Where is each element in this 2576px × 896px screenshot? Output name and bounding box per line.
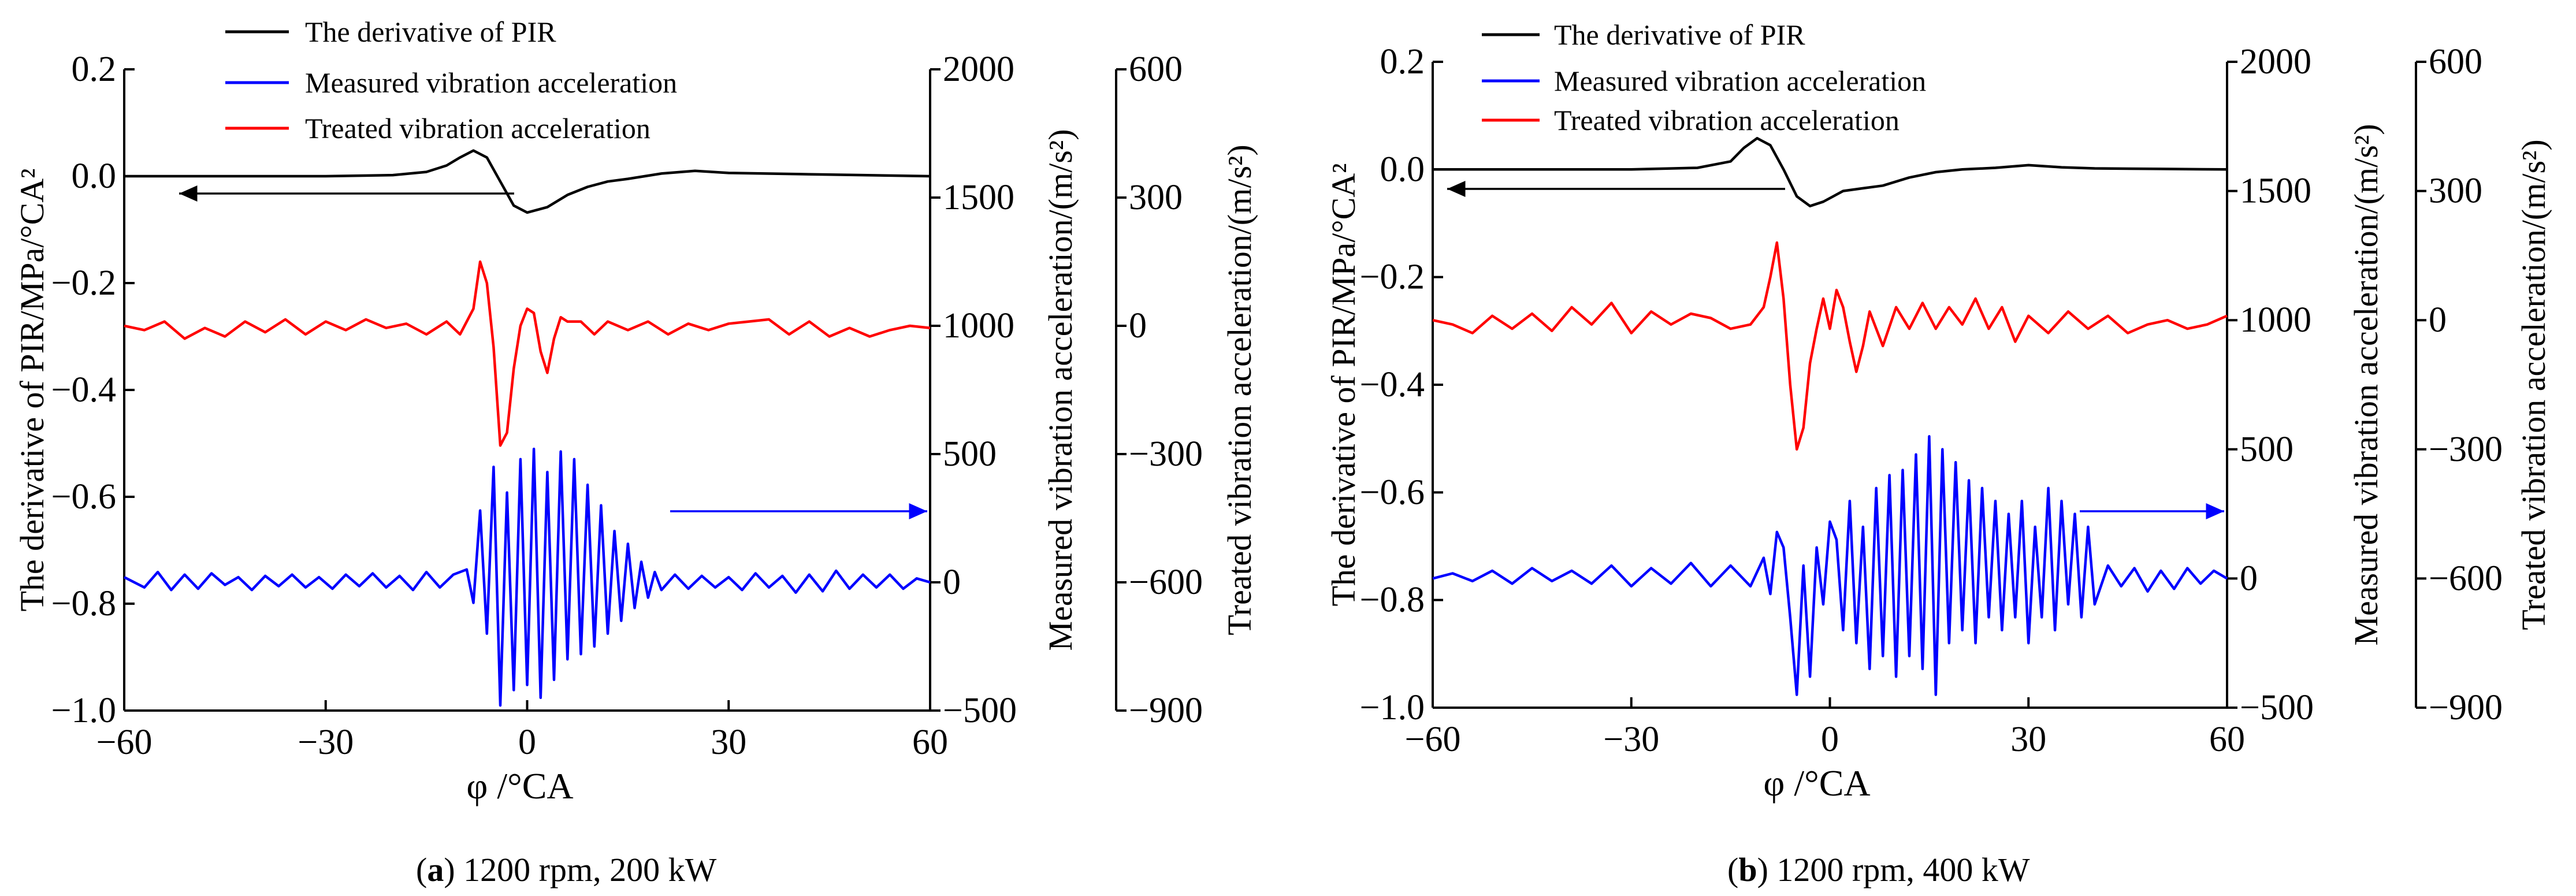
panel-caption: (a) 1200 rpm, 200 kW	[416, 851, 717, 888]
right2-axis-title: Treated vibration acceleration/(m/s²)	[2515, 139, 2552, 630]
right1-tick-label: 0	[943, 563, 961, 602]
left-tick-label: −0.2	[1360, 258, 1425, 297]
x-tick-label: 60	[2209, 720, 2245, 759]
left-tick-label: −0.8	[1360, 581, 1425, 620]
caption-text-rest: 1200 rpm, 200 kW	[455, 851, 717, 888]
right1-axis-title: Measured vibration acceleration/(m/s²)	[1042, 129, 1079, 650]
caption-paren-close: )	[1757, 851, 1768, 888]
right1-tick-label: 1000	[943, 306, 1014, 345]
left-tick-label: −0.4	[1360, 365, 1425, 404]
left-tick-label: −0.6	[51, 477, 116, 516]
legend-label: The derivative of PIR	[1554, 18, 1805, 51]
caption-paren-close: )	[444, 851, 455, 888]
x-tick-label: 0	[1821, 720, 1839, 759]
right1-tick-label: 0	[2240, 559, 2258, 598]
left-tick-label: −0.2	[51, 263, 116, 303]
caption-panel-letter: a	[427, 851, 444, 888]
x-tick-label: 30	[2010, 720, 2046, 759]
right1-tick-label: −500	[2240, 688, 2314, 727]
right2-tick-label: 600	[1129, 50, 1183, 89]
panel-caption: (b) 1200 rpm, 400 kW	[1727, 851, 2030, 888]
right1-tick-label: −500	[943, 691, 1017, 730]
left-tick-label: −0.4	[51, 370, 116, 410]
x-axis-title: φ /°CA	[466, 765, 573, 806]
left-tick-label: 0.0	[1380, 150, 1425, 189]
legend-label: Treated vibration acceleration	[1554, 104, 1900, 136]
right1-tick-label: 500	[943, 434, 997, 474]
right2-tick-label: 600	[2429, 42, 2482, 81]
right1-tick-label: 2000	[2240, 42, 2311, 81]
series-line-left	[1433, 137, 2228, 207]
right2-tick-label: −300	[2429, 430, 2503, 469]
x-tick-label: 0	[518, 723, 536, 762]
left-tick-label: 0.2	[1380, 42, 1425, 81]
x-tick-label: −60	[1405, 720, 1461, 759]
series-line-right1	[1432, 435, 2228, 696]
left-tick-label: −1.0	[1360, 688, 1425, 727]
left-tick-label: 0.0	[72, 157, 117, 196]
left-tick-label: −0.8	[51, 584, 116, 623]
right1-tick-label: 1500	[2240, 172, 2311, 211]
x-tick-label: −60	[96, 723, 153, 762]
left-tick-label: 0.2	[72, 50, 117, 89]
legend-label: Measured vibration acceleration	[1554, 65, 1926, 97]
legend-label: Measured vibration acceleration	[305, 66, 677, 99]
right2-tick-label: −300	[1129, 434, 1203, 474]
caption-paren-open: (	[416, 851, 427, 888]
right2-tick-label: −900	[2429, 688, 2503, 727]
caption-text-rest: 1200 rpm, 400 kW	[1768, 851, 2030, 888]
series-line-right1	[123, 447, 931, 707]
right2-tick-label: 0	[2429, 300, 2447, 340]
series-line-right2	[1432, 241, 2228, 451]
right1-tick-label: 2000	[943, 50, 1014, 89]
left-tick-label: −1.0	[51, 691, 116, 730]
x-tick-label: 30	[711, 723, 746, 762]
x-tick-label: −30	[1603, 720, 1659, 759]
x-tick-label: −30	[298, 723, 354, 762]
left-tick-label: −0.6	[1360, 473, 1425, 512]
right2-tick-label: −600	[2429, 559, 2503, 598]
right1-axis-title: Measured vibration acceleration/(m/s²)	[2347, 124, 2385, 645]
right2-tick-label: 300	[2429, 172, 2482, 211]
legend-label: Treated vibration acceleration	[305, 112, 650, 144]
right1-tick-label: 1500	[943, 178, 1014, 217]
panel-a: −60 −30 0 30 60−1.0−0.8−0.6−0.4−0.20.00.2−50…	[13, 16, 1258, 888]
right2-tick-label: 300	[1129, 178, 1183, 217]
right2-axis-title: Treated vibration acceleration/(m/s²)	[1221, 144, 1258, 635]
series-line-left	[124, 149, 931, 214]
right1-tick-label: 500	[2240, 430, 2294, 469]
left-axis-title: The derivative of PIR/MPa/°CA²	[13, 168, 51, 611]
caption-panel-letter: b	[1738, 851, 1757, 888]
right2-tick-label: −600	[1129, 563, 1203, 602]
right2-tick-label: −900	[1129, 691, 1203, 730]
panel-b: −60 −30 0 30 60−1.0−0.8−0.6−0.4−0.20.00.2−50…	[1325, 18, 2552, 888]
series-line-right2	[124, 260, 931, 447]
legend-label: The derivative of PIR	[305, 16, 556, 48]
right1-tick-label: 1000	[2240, 300, 2311, 340]
x-tick-label: 60	[912, 723, 948, 762]
right2-tick-label: 0	[1129, 306, 1147, 345]
caption-paren-open: (	[1727, 851, 1738, 888]
left-axis-title: The derivative of PIR/MPa/°CA²	[1325, 163, 1362, 606]
x-axis-title: φ /°CA	[1763, 763, 1870, 804]
